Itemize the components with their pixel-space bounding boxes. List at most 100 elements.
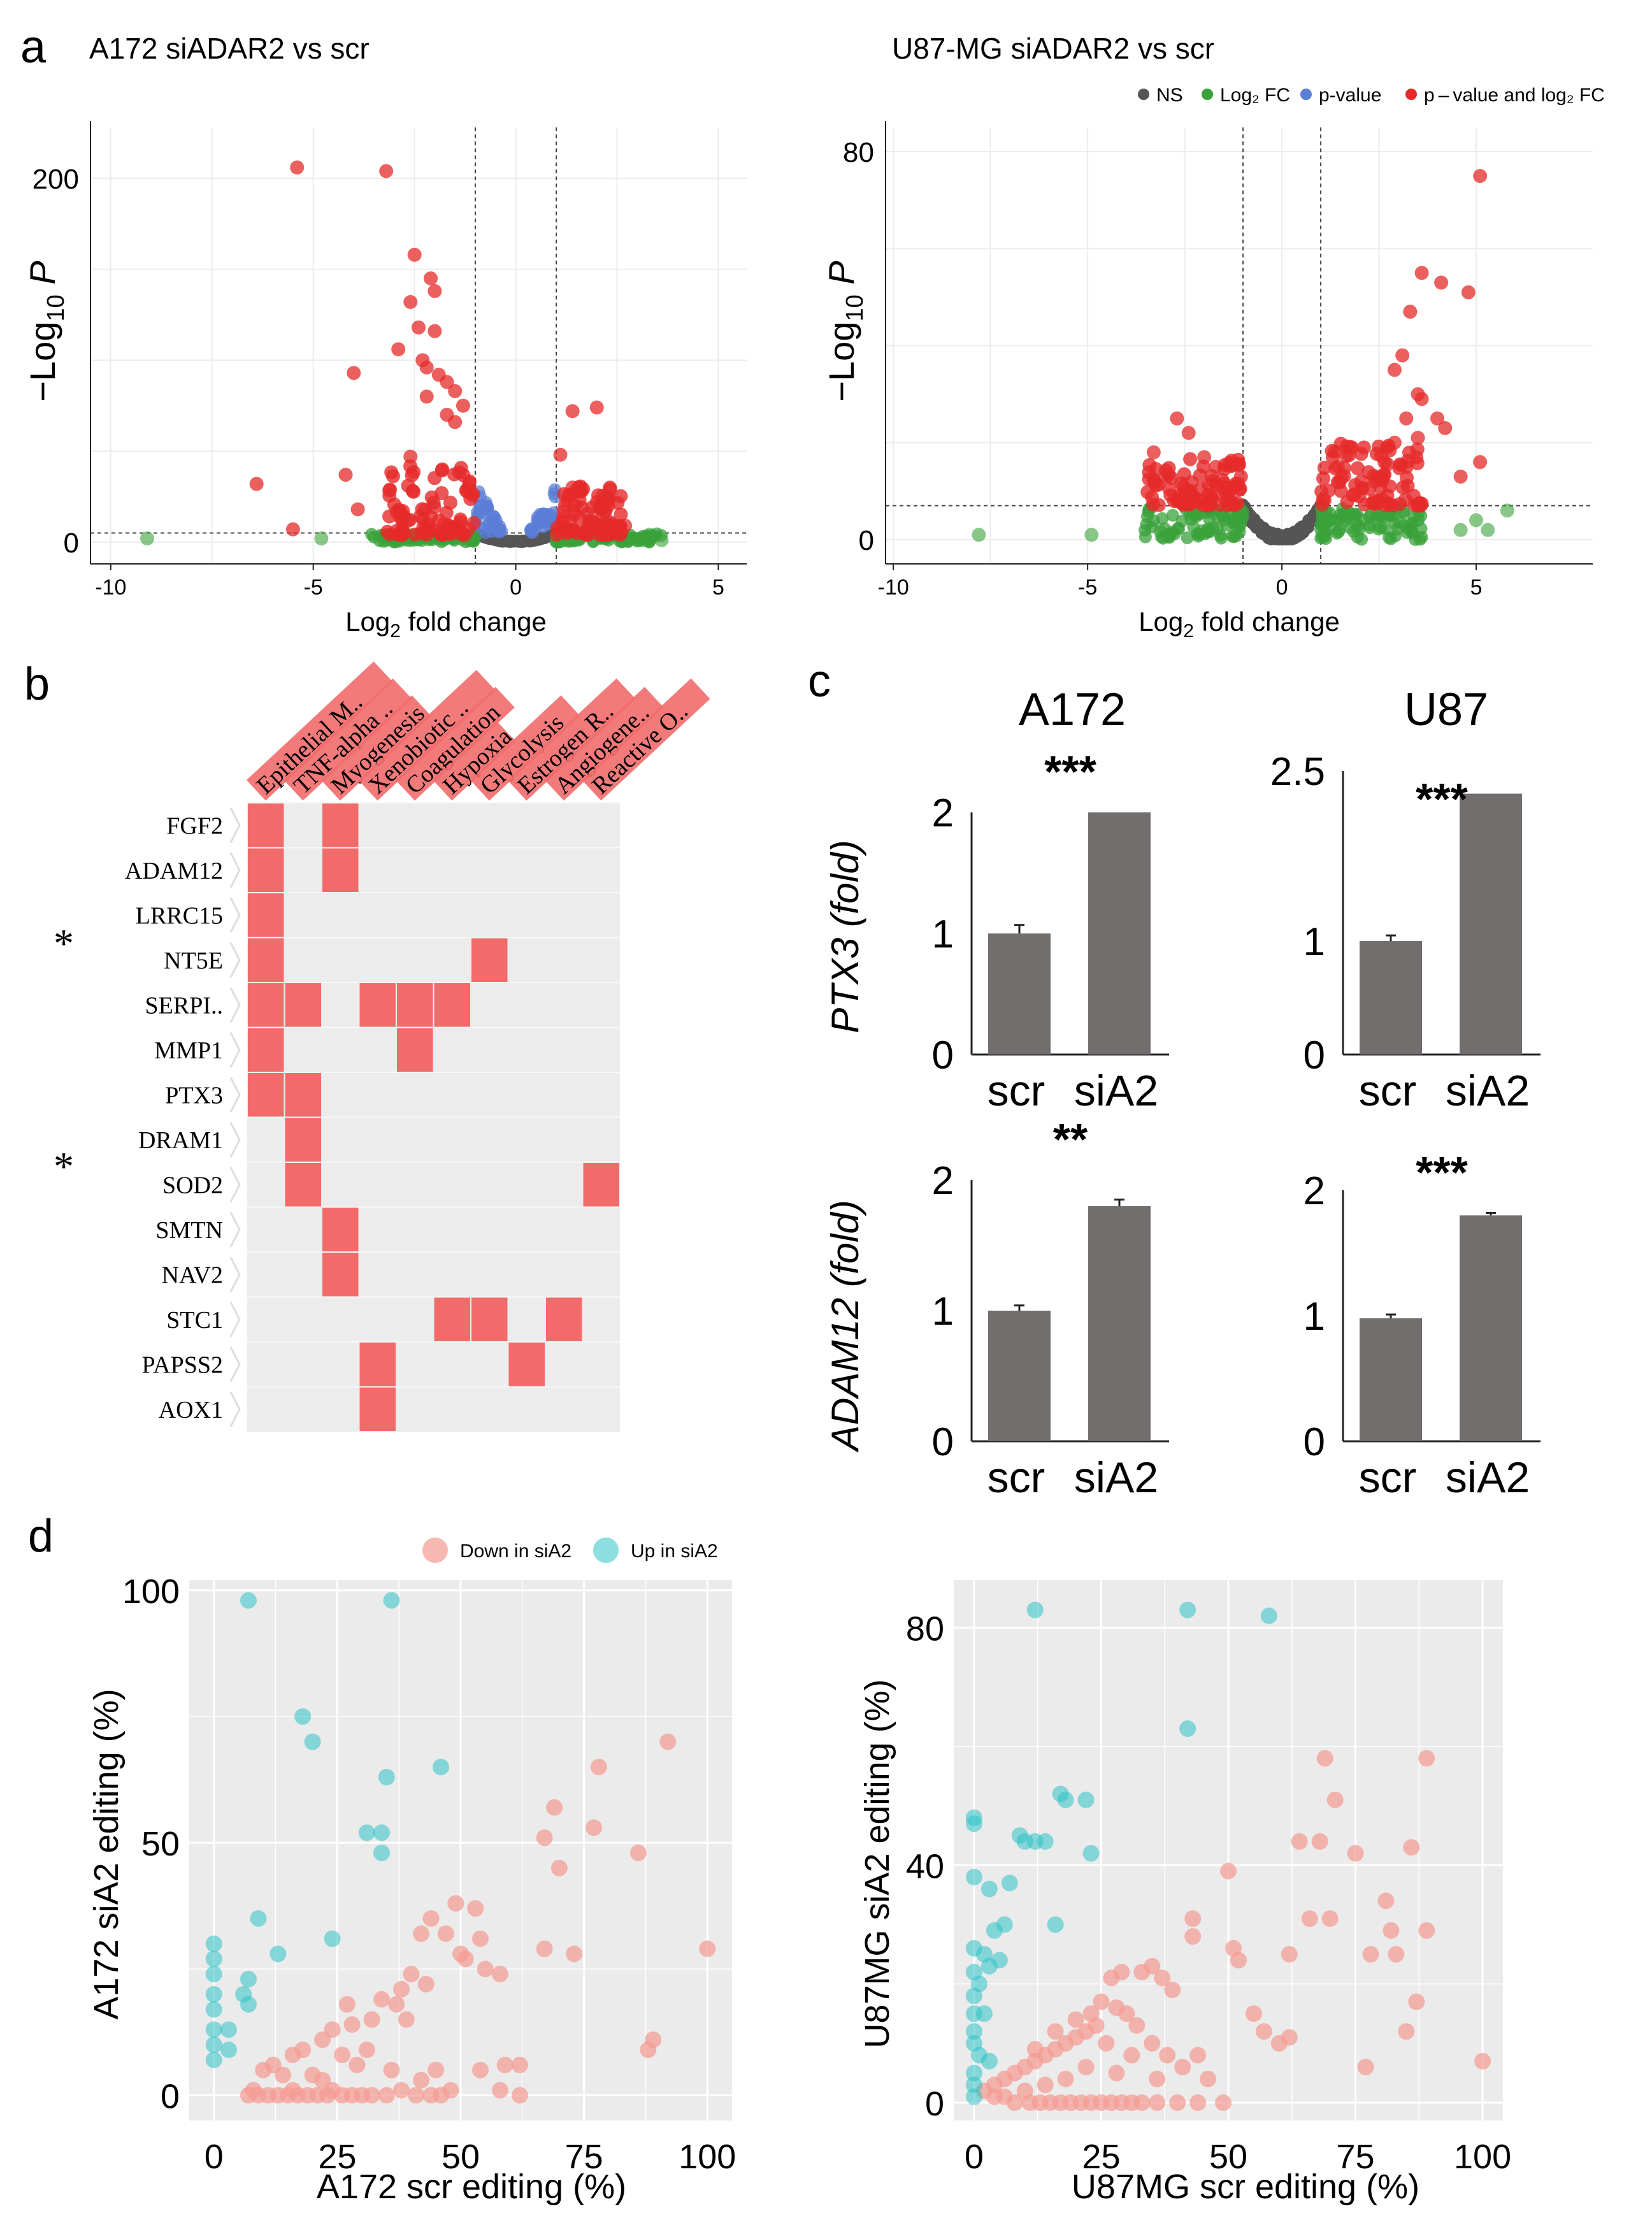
- volcano-a172-point-significant: [589, 400, 604, 415]
- scatter-a172-point-up: [205, 2021, 222, 2038]
- heatmap-cell-serpi-3: [359, 983, 396, 1027]
- volcano-a172-point-significant: [561, 487, 576, 502]
- volcano-a172-point-significant: [427, 324, 442, 338]
- volcano-legend: NS Log₂ FC p-value p – value and log₂ FC: [1138, 85, 1605, 106]
- scatter-u87-x-tick-label: 50: [1209, 2138, 1247, 2176]
- volcano-a172-title: A172 siADAR2 vs scr: [89, 32, 370, 65]
- volcano-u87-point-significant: [1326, 450, 1340, 464]
- scatter-a172-point-up: [373, 1844, 391, 1861]
- scatter-a172-y-tick-label: 100: [122, 1573, 180, 1611]
- volcano-a172-point-significant: [338, 468, 353, 482]
- scatter-u87-point-down: [1311, 1833, 1328, 1850]
- volcano-u87-point-fc: [1348, 508, 1361, 521]
- scatter-a172-point-down: [284, 2046, 301, 2063]
- scatter-a172-point-down: [422, 1910, 440, 1927]
- heatmap-row-chevron: [229, 1257, 241, 1293]
- heatmap-cell-mmp1-4: [397, 1028, 433, 1072]
- scatter-a172-point-down: [640, 2042, 657, 2059]
- scatter-a172-y-tick-label: 0: [161, 2077, 180, 2115]
- scatter-a172-x-tick-label: 0: [205, 2138, 224, 2176]
- volcano-a172-point-significant: [606, 526, 621, 540]
- volcano-a172-point-significant: [290, 160, 305, 175]
- volcano-u87-point-fc: [1203, 525, 1216, 538]
- bar-a172-ptx3-bar-sia2: [1088, 812, 1151, 1055]
- volcano-u87-point-significant: [1358, 497, 1372, 512]
- volcano-u87-point-significant: [1371, 493, 1386, 508]
- scatter-u87-point-down: [1037, 2077, 1054, 2094]
- scatter-u87-point-down: [1103, 1970, 1120, 1987]
- heatmap-cell-lrrc15-0: [248, 893, 284, 937]
- bar-col-title-u87: U87: [1404, 684, 1488, 735]
- legend-down-marker: [422, 1537, 448, 1563]
- volcano-u87-point-significant: [1395, 348, 1410, 363]
- scatter-u87-point-down: [1255, 2023, 1272, 2040]
- bar-a172-adam12-bar-sia2: [1088, 1206, 1151, 1441]
- scatter-a172-point-down: [413, 2071, 430, 2089]
- scatter-a172-point-down: [471, 2061, 489, 2078]
- volcano-a172-point-significant: [416, 521, 431, 535]
- legend-fc-marker: [1202, 89, 1213, 100]
- volcano-a172-point-significant: [396, 525, 410, 540]
- scatter-u87-point-down: [986, 2088, 1003, 2105]
- editing-legend: Down in siA2 Up in siA2: [422, 1537, 718, 1563]
- scatter-a172-point-down: [511, 2087, 528, 2104]
- volcano-a172-point-significant: [448, 384, 463, 398]
- heatmap-row-chevron: [229, 1032, 241, 1068]
- heatmap-cell-aox1-3: [359, 1387, 396, 1431]
- scatter-u87-point-down: [1164, 1981, 1181, 1998]
- volcano-a172-point-significant: [391, 342, 406, 357]
- scatter-a172-point-up: [220, 2042, 237, 2059]
- bar-u87-adam12-significance: ***: [1416, 1148, 1468, 1197]
- panel-label-d: d: [28, 1511, 54, 1562]
- volcano-a172-x-tick-label: -5: [304, 575, 323, 600]
- bar-col-title-a172: A172: [1019, 684, 1126, 735]
- scatter-a172-point-up: [205, 1966, 222, 1983]
- volcano-u87-point-fc: [1469, 513, 1484, 528]
- volcano-u87-x-tick-label: -5: [1078, 575, 1097, 600]
- heatmap-row-label: PAPSS2: [142, 1351, 224, 1378]
- volcano-u87-point-significant: [1197, 450, 1212, 464]
- scatter-u87-point-down: [1281, 2029, 1298, 2046]
- volcano-u87-point-fc: [1166, 508, 1179, 522]
- volcano-a172-point-pvalue: [545, 511, 558, 524]
- bar-a172-adam12-y-tick-label: 1: [932, 1290, 954, 1334]
- volcano-a172-point-significant: [427, 284, 442, 298]
- volcano-a172-point-significant: [350, 502, 365, 517]
- scatter-u87-point-down: [1047, 2023, 1064, 2040]
- scatter-a172-point-down: [403, 1966, 420, 1983]
- scatter-u87-point-down: [1184, 1910, 1202, 1927]
- bar-u87-adam12-bar-sia2: [1460, 1215, 1522, 1441]
- volcano-u87-point-significant: [1142, 457, 1157, 472]
- scatter-u87-y-tick-label: 40: [906, 1847, 944, 1885]
- volcano-u87-point-significant: [1430, 411, 1445, 426]
- heatmap-col-highlight: [395, 687, 515, 801]
- scatter-a172-point-down: [413, 1925, 430, 1942]
- volcano-u87-point-significant: [1146, 445, 1161, 459]
- scatter-a172-x-tick-label: 75: [565, 2138, 603, 2176]
- heatmap-cell-serpi-4: [397, 983, 433, 1027]
- volcano-a172-point-significant: [440, 375, 454, 389]
- volcano-u87-point-significant: [1330, 475, 1345, 489]
- volcano-u87-point-significant: [1453, 470, 1468, 484]
- scatter-a172-point-up: [240, 1971, 257, 1988]
- volcano-a172-point-significant: [407, 247, 422, 262]
- scatter-a172-point-down: [284, 2082, 301, 2099]
- volcano-u87-point-significant: [1355, 481, 1370, 496]
- scatter-a172-point-down: [314, 2031, 331, 2049]
- scatter-u87-point-down: [1093, 1993, 1110, 2010]
- heatmap-row-chevron: [229, 942, 241, 978]
- scatter-u87-point-down: [1418, 1922, 1435, 1939]
- scatter-u87-point-down: [1123, 2047, 1140, 2064]
- scatter-a172-point-down: [427, 2061, 445, 2078]
- scatter-a172-point-up: [240, 1592, 257, 1609]
- scatter-u87-point-down: [1159, 2047, 1176, 2064]
- bar-a172-ptx3-y-tick-label: 2: [932, 791, 954, 835]
- bar-a172-adam12-x-label-scr: scr: [988, 1453, 1045, 1502]
- scatter-a172-point-down: [393, 2082, 410, 2099]
- volcano-u87-point-significant: [1204, 491, 1219, 506]
- volcano-u87-point-significant: [1395, 480, 1410, 495]
- volcano-u87-point-fc: [1153, 525, 1167, 538]
- scatter-a172-point-down: [437, 1925, 454, 1942]
- scatter-a172-point-up: [383, 1592, 400, 1609]
- scatter-u87-ylabel: U87MG siA2 editing (%): [858, 1679, 896, 2048]
